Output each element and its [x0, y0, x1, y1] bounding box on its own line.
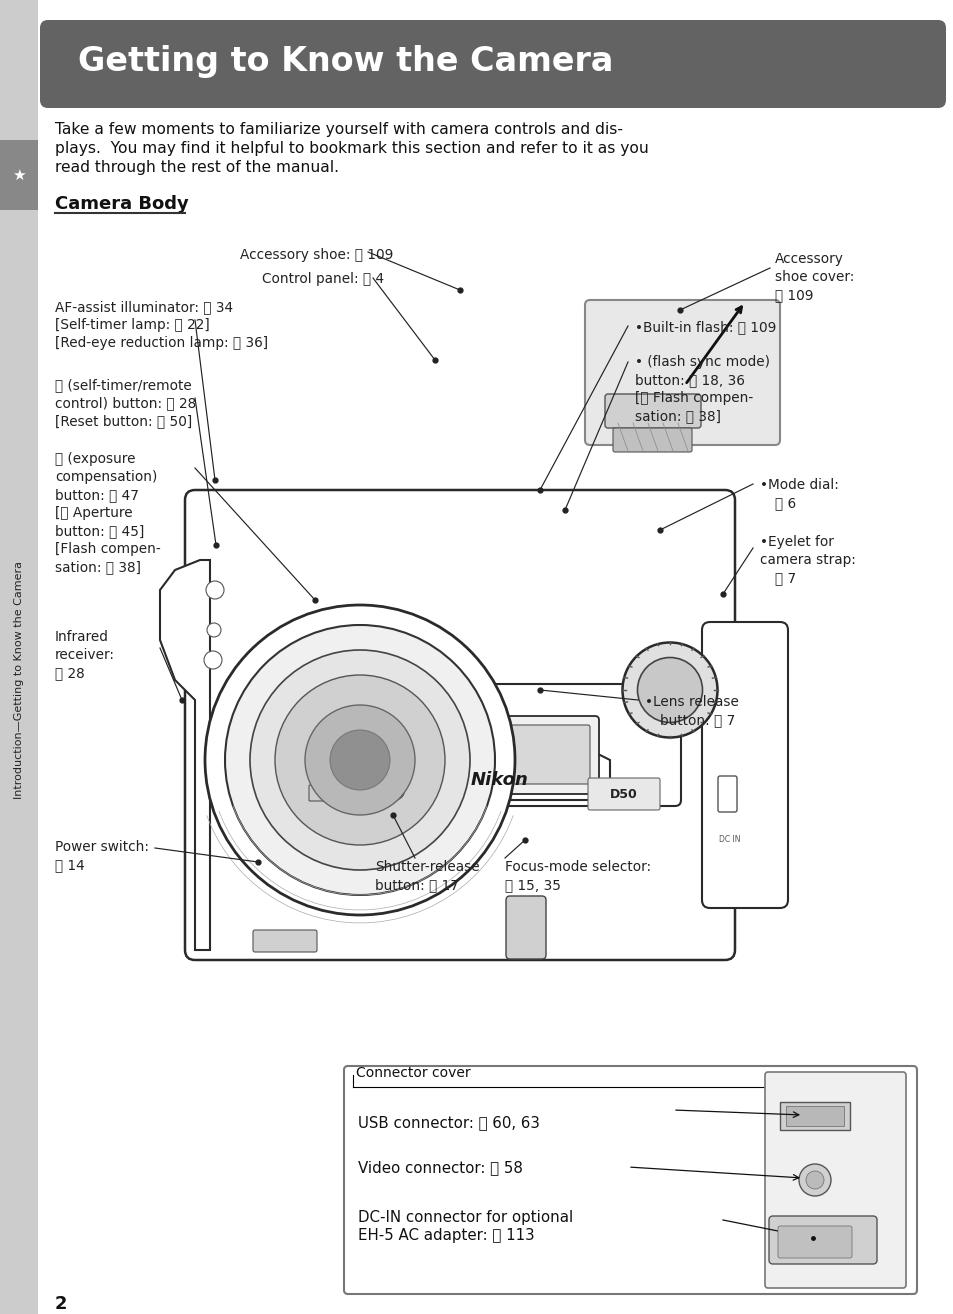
Text: plays.  You may find it helpful to bookmark this section and refer to it as you: plays. You may find it helpful to bookma…: [55, 141, 648, 156]
Text: control) button: Ⓝ 28: control) button: Ⓝ 28: [55, 396, 196, 410]
Text: [⓾ Flash compen-: [⓾ Flash compen-: [635, 392, 753, 405]
Text: Ⓢ (self-timer/remote: Ⓢ (self-timer/remote: [55, 378, 192, 392]
Text: 2: 2: [55, 1296, 68, 1313]
Ellipse shape: [320, 745, 358, 765]
FancyBboxPatch shape: [0, 141, 38, 210]
Circle shape: [204, 650, 222, 669]
FancyBboxPatch shape: [768, 1215, 876, 1264]
FancyBboxPatch shape: [764, 1072, 905, 1288]
Ellipse shape: [305, 706, 415, 815]
Text: Focus-mode selector:: Focus-mode selector:: [504, 859, 651, 874]
Text: button: Ⓝ 7: button: Ⓝ 7: [659, 714, 735, 727]
FancyBboxPatch shape: [446, 716, 598, 794]
Text: EH-5 AC adapter: Ⓝ 113: EH-5 AC adapter: Ⓝ 113: [357, 1229, 534, 1243]
Text: Ⓝ 15, 35: Ⓝ 15, 35: [504, 878, 560, 892]
Circle shape: [799, 1164, 830, 1196]
Ellipse shape: [225, 625, 495, 895]
Text: camera strap:: camera strap:: [760, 553, 855, 568]
Text: shoe cover:: shoe cover:: [774, 269, 854, 284]
Text: button: Ⓝ 18, 36: button: Ⓝ 18, 36: [635, 373, 744, 388]
FancyBboxPatch shape: [780, 1102, 849, 1130]
Text: Ⓝ 28: Ⓝ 28: [55, 666, 85, 681]
Text: ★: ★: [12, 167, 26, 183]
FancyBboxPatch shape: [456, 725, 589, 784]
Text: DC IN: DC IN: [719, 836, 740, 845]
Circle shape: [206, 581, 224, 599]
Text: Ⓝ 14: Ⓝ 14: [55, 858, 85, 872]
Text: Nikon: Nikon: [471, 771, 528, 788]
Text: •Mode dial:: •Mode dial:: [760, 478, 838, 491]
Text: Ⓝ 6: Ⓝ 6: [774, 495, 796, 510]
Text: Control panel: Ⓝ 4: Control panel: Ⓝ 4: [262, 272, 384, 286]
Text: Ⓝ 109: Ⓝ 109: [774, 288, 813, 302]
FancyBboxPatch shape: [587, 778, 659, 809]
Ellipse shape: [622, 643, 717, 737]
Text: sation: Ⓝ 38]: sation: Ⓝ 38]: [635, 409, 720, 423]
FancyBboxPatch shape: [298, 685, 680, 805]
Text: USB connector: Ⓝ 60, 63: USB connector: Ⓝ 60, 63: [357, 1116, 539, 1130]
FancyBboxPatch shape: [253, 930, 316, 953]
Text: Getting to Know the Camera: Getting to Know the Camera: [78, 46, 613, 79]
Text: [Flash compen-: [Flash compen-: [55, 541, 161, 556]
Text: receiver:: receiver:: [55, 648, 115, 662]
Text: button: Ⓝ 45]: button: Ⓝ 45]: [55, 524, 144, 537]
Text: Infrared: Infrared: [55, 629, 109, 644]
Ellipse shape: [250, 650, 470, 870]
Text: AF-assist illuminator: Ⓝ 34: AF-assist illuminator: Ⓝ 34: [55, 300, 233, 314]
FancyBboxPatch shape: [785, 1106, 843, 1126]
Text: read through the rest of the manual.: read through the rest of the manual.: [55, 160, 338, 175]
Text: Introduction—Getting to Know the Camera: Introduction—Getting to Know the Camera: [14, 561, 24, 799]
Text: [Reset button: Ⓝ 50]: [Reset button: Ⓝ 50]: [55, 414, 193, 428]
Text: Ⓝ 7: Ⓝ 7: [774, 572, 796, 585]
Text: Take a few moments to familiarize yourself with camera controls and dis-: Take a few moments to familiarize yourse…: [55, 122, 622, 137]
FancyBboxPatch shape: [505, 896, 545, 959]
Text: D50: D50: [610, 787, 638, 800]
Ellipse shape: [205, 604, 515, 915]
Text: Connector cover: Connector cover: [355, 1066, 470, 1080]
Ellipse shape: [637, 657, 701, 723]
Text: Accessory: Accessory: [774, 252, 843, 265]
FancyBboxPatch shape: [613, 428, 691, 452]
Ellipse shape: [313, 741, 367, 769]
FancyBboxPatch shape: [40, 20, 945, 108]
FancyBboxPatch shape: [604, 394, 700, 428]
Text: [Ⓠ Aperture: [Ⓠ Aperture: [55, 506, 132, 520]
Text: Shutter-release: Shutter-release: [375, 859, 479, 874]
Ellipse shape: [274, 675, 444, 845]
Text: •Built-in flash: Ⓝ 109: •Built-in flash: Ⓝ 109: [635, 321, 776, 334]
FancyBboxPatch shape: [344, 1066, 916, 1294]
Text: [Self-timer lamp: Ⓝ 22]: [Self-timer lamp: Ⓝ 22]: [55, 318, 210, 332]
FancyBboxPatch shape: [185, 490, 734, 961]
Text: • (flash sync mode): • (flash sync mode): [635, 355, 769, 369]
Text: Camera Body: Camera Body: [55, 194, 189, 213]
Polygon shape: [430, 735, 609, 800]
Text: [Red-eye reduction lamp: Ⓝ 36]: [Red-eye reduction lamp: Ⓝ 36]: [55, 336, 268, 350]
Text: Accessory shoe: Ⓝ 109: Accessory shoe: Ⓝ 109: [240, 248, 393, 261]
FancyBboxPatch shape: [778, 1226, 851, 1257]
FancyBboxPatch shape: [718, 777, 737, 812]
Ellipse shape: [330, 731, 390, 790]
Text: •Lens release: •Lens release: [644, 695, 739, 710]
Polygon shape: [160, 560, 210, 950]
Text: ⓧ (exposure: ⓧ (exposure: [55, 452, 135, 466]
FancyBboxPatch shape: [309, 784, 331, 802]
Circle shape: [805, 1171, 823, 1189]
Text: button: Ⓝ 47: button: Ⓝ 47: [55, 487, 139, 502]
Text: Video connector: Ⓝ 58: Video connector: Ⓝ 58: [357, 1160, 522, 1175]
FancyBboxPatch shape: [701, 622, 787, 908]
Text: sation: Ⓝ 38]: sation: Ⓝ 38]: [55, 560, 141, 574]
Text: Power switch:: Power switch:: [55, 840, 149, 854]
Ellipse shape: [375, 783, 403, 802]
Text: •Eyelet for: •Eyelet for: [760, 535, 833, 549]
Text: compensation): compensation): [55, 470, 157, 484]
FancyBboxPatch shape: [584, 300, 780, 445]
Circle shape: [207, 623, 221, 637]
Text: button: Ⓝ 17: button: Ⓝ 17: [375, 878, 458, 892]
FancyBboxPatch shape: [0, 0, 38, 1314]
Text: DC-IN connector for optional: DC-IN connector for optional: [357, 1210, 573, 1225]
